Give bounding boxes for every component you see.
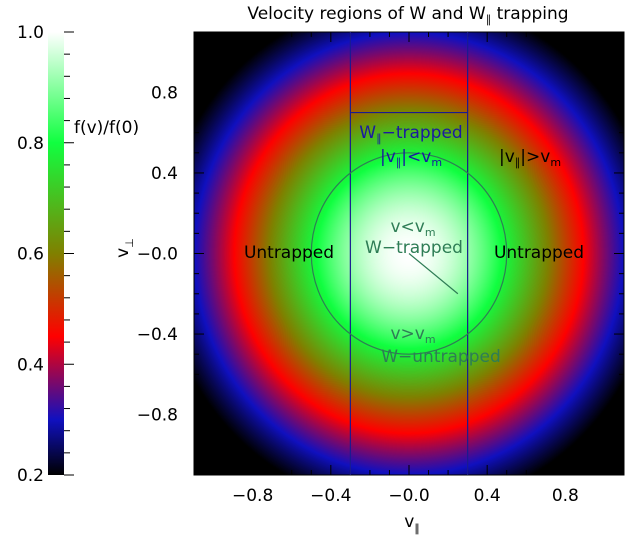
y-tick-label: −0.0 <box>137 245 178 265</box>
v-lt-vm-label: v<vm <box>390 217 435 239</box>
colorbar-label: f(v)/f(0) <box>74 118 139 138</box>
vpar-lt-vm-label: |v∥|<vm <box>380 147 442 169</box>
wpar-trapped-label: W∥−trapped <box>359 123 462 145</box>
w-untrapped-label: W−untrapped <box>381 347 501 367</box>
colorbar-fill <box>48 32 64 475</box>
untrapped-left-label: Untrapped <box>244 243 334 263</box>
chart-title: Velocity regions of W and W∥ trapping <box>247 4 568 26</box>
y-ticks: 0.8 0.4 −0.0 −0.4 −0.8 <box>137 51 624 456</box>
x-axis-label: v∥ <box>404 512 420 535</box>
colorbar-tick-label: 0.8 <box>17 134 44 154</box>
y-tick-label: 0.8 <box>151 83 178 103</box>
x-tick-label: −0.8 <box>232 486 273 506</box>
chart-title-sub: ∥ <box>486 13 492 26</box>
x-tick-label: 0.8 <box>552 486 579 506</box>
chart-title-main: Velocity regions of W and W <box>247 4 486 24</box>
colorbar-ticks: 1.0 0.8 0.6 0.4 0.2 <box>17 23 74 486</box>
region-lines <box>310 32 508 475</box>
y-axis-label: v⊥ <box>113 238 136 258</box>
x-tick-label: 0.4 <box>474 486 501 506</box>
chart-title-tail: trapping <box>491 4 568 24</box>
w-trap-circle <box>310 152 508 355</box>
x-tick-label: −0.4 <box>310 486 351 506</box>
y-tick-label: −0.4 <box>137 325 178 345</box>
plot-area: −0.8 −0.4 −0.0 0.4 0.8 0.8 0.4 −0.0 −0.4 −0.8 W∥… <box>137 31 625 506</box>
w-trapped-label: W−trapped <box>365 238 463 258</box>
colorbar: 1.0 0.8 0.6 0.4 0.2 f(v)/f(0) <box>17 23 139 486</box>
untrapped-right-label: Untrapped <box>494 243 584 263</box>
v-gt-vm-label: v>vm <box>390 324 435 346</box>
x-tick-label: −0.0 <box>388 486 429 506</box>
x-ticks: −0.8 −0.4 −0.0 0.4 0.8 <box>213 32 605 506</box>
colorbar-tick-label: 0.2 <box>17 466 44 486</box>
colorbar-tick-label: 1.0 <box>17 23 44 43</box>
colorbar-tick-label: 0.6 <box>17 245 44 265</box>
vpar-gt-vm-label: |v∥|>vm <box>499 147 561 169</box>
colorbar-tick-label: 0.4 <box>17 355 44 375</box>
y-tick-label: −0.8 <box>137 406 178 426</box>
w-trap-radius-line <box>408 253 459 295</box>
y-tick-label: 0.4 <box>151 164 178 184</box>
